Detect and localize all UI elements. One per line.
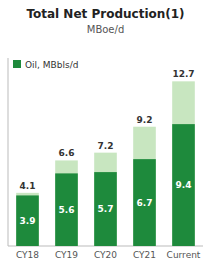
x-tick-label: CY19 [55, 250, 78, 260]
data-label: 5.7 [98, 204, 114, 214]
x-tick-label: CY21 [133, 250, 156, 260]
x-tick-label: CY20 [94, 250, 117, 260]
bar [16, 193, 39, 246]
data-label: 6.6 [59, 148, 75, 158]
legend-swatch [13, 60, 21, 68]
bars [16, 81, 195, 246]
bar [94, 172, 117, 246]
data-label: 6.7 [137, 198, 153, 208]
bar [172, 124, 195, 246]
subtitle: MBoe/d [87, 24, 124, 35]
data-label: 9.2 [137, 115, 153, 125]
x-tick-label: CY18 [16, 250, 39, 260]
data-label: 9.4 [176, 180, 192, 190]
data-label: 5.6 [59, 205, 75, 215]
y-axis-line [8, 58, 9, 246]
bar [55, 160, 78, 246]
data-label: 3.9 [20, 216, 36, 226]
data-label: 7.2 [98, 141, 114, 151]
data-labels: 4.1 6.6 7.2 9.2 12.7 3.9 5.6 5.7 6.7 9.4 [20, 69, 195, 225]
bar [16, 195, 39, 246]
data-label: 4.1 [20, 181, 36, 191]
title: Total Net Production(1) [26, 7, 184, 21]
bar [55, 173, 78, 246]
bar [172, 81, 195, 246]
bar [133, 127, 156, 246]
legend: Oil, MBbls/d [13, 60, 78, 70]
bar [133, 159, 156, 246]
legend-label: Oil, MBbls/d [25, 60, 78, 70]
bar [94, 153, 117, 246]
chart-container: Total Net Production(1) MBoe/d 4.1 6.6 7.2 9.… [0, 0, 211, 270]
chart-svg: Total Net Production(1) MBoe/d 4.1 6.6 7.2 9.… [0, 0, 211, 270]
data-label: 12.7 [172, 69, 194, 79]
x-tick-label: Current [167, 250, 201, 260]
